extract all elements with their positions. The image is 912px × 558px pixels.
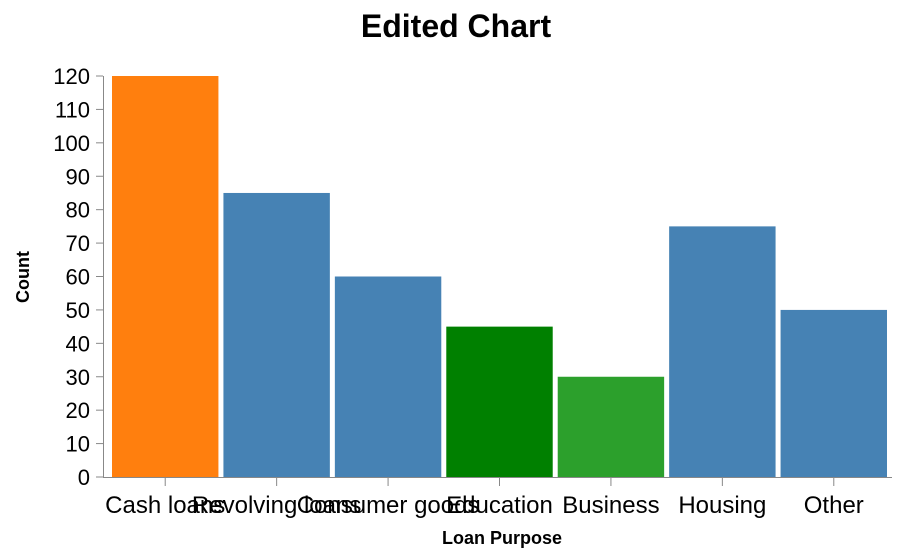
bar-consumer-goods [334,276,442,477]
bar-revolving-loans [223,192,330,478]
y-tick-label: 20 [66,398,90,423]
x-tick-label: Business [562,492,659,519]
y-tick-label: 60 [66,265,90,290]
y-tick-label: 90 [66,164,90,189]
chart-title: Edited Chart [361,8,552,44]
x-tick-label: Cash loans [105,492,225,519]
y-tick-label: 80 [66,198,90,223]
y-tick-label: 30 [66,365,90,390]
x-tick-label: Consumer goods [297,492,480,519]
y-tick-label: 50 [66,298,90,323]
y-tick-label: 110 [55,97,90,122]
bar-housing [669,226,776,477]
bar-cash-loans [112,76,219,477]
bar-education [446,326,553,477]
x-tick-label: Revolving loans [192,492,361,519]
y-tick-label: 40 [66,331,90,356]
y-tick-label: 120 [53,64,90,89]
y-tick-label: 100 [53,131,90,156]
y-tick-label: 0 [78,465,90,490]
x-axis-title: Loan Purpose [442,528,562,548]
y-axis-title: Count [13,251,33,303]
y-tick-label: 70 [66,231,90,256]
x-tick-label: Housing [678,492,766,519]
y-axis: 0 10 20 30 40 50 60 70 80 90 100 110 120 [53,64,104,490]
y-tick-label: 10 [66,432,90,457]
bar-other [780,309,887,477]
x-tick-label: Other [804,492,864,519]
bar-business [557,376,665,477]
x-tick-label: Education [446,492,553,519]
bars-group [112,76,887,478]
